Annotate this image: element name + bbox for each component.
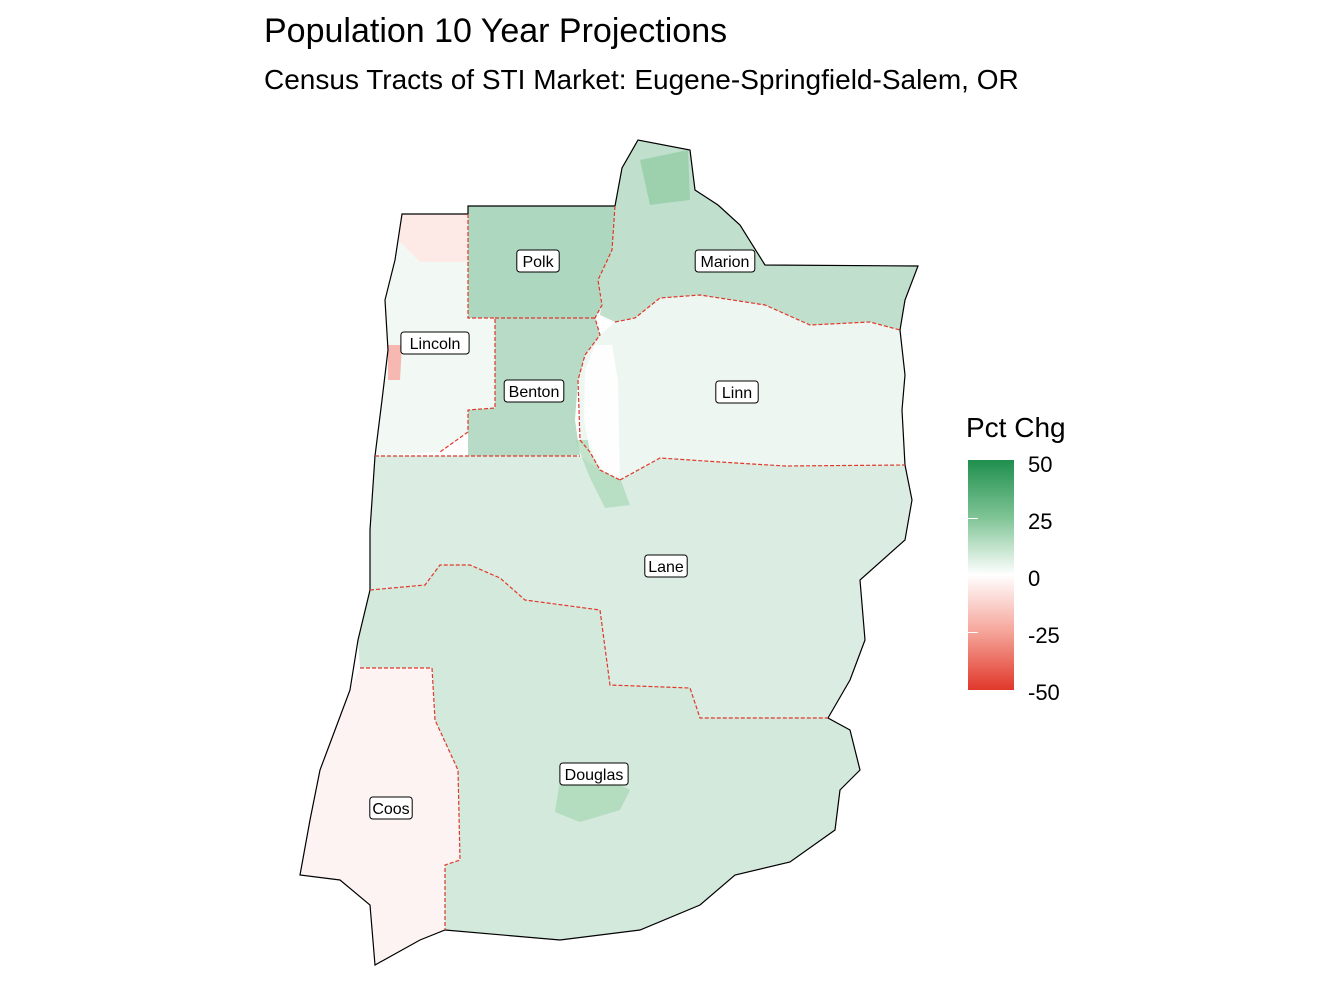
county-label-linn: Linn [715, 380, 759, 404]
county-label-lane: Lane [644, 554, 688, 578]
legend-tick-0: 0 [1028, 566, 1041, 591]
tract-linn-albany [584, 345, 620, 480]
legend-title: Pct Chg [966, 412, 1066, 443]
legend: Pct Chg 50 25 0 -25 -50 [966, 412, 1106, 712]
county-label-coos: Coos [369, 796, 413, 820]
county-lane [370, 456, 912, 718]
county-label-text: Douglas [565, 767, 624, 784]
county-label-benton: Benton [503, 379, 565, 403]
county-borders [360, 205, 906, 930]
county-label-text: Linn [722, 385, 752, 402]
tract-douglas-roseburg [555, 775, 630, 822]
chart-title: Population 10 Year Projections [264, 12, 728, 50]
chart-subtitle: Census Tracts of STI Market: Eugene-Spri… [264, 64, 1019, 95]
tract-benton-corvallis [575, 440, 630, 508]
legend-tick-neg25: -25 [1028, 623, 1060, 648]
county-label-text: Coos [372, 801, 409, 818]
county-douglas [358, 565, 860, 940]
county-label-douglas: Douglas [559, 762, 629, 786]
county-label-text: Polk [522, 254, 554, 271]
county-label-text: Lane [648, 559, 684, 576]
county-label-marion: Marion [694, 249, 756, 273]
legend-tick-25: 25 [1028, 509, 1053, 534]
legend-tick-neg50: -50 [1028, 680, 1060, 705]
legend-tick-50: 50 [1028, 452, 1053, 477]
tract-marion-north [640, 150, 690, 205]
tract-lincoln-north [398, 214, 468, 262]
county-label-polk: Polk [516, 249, 560, 273]
county-label-text: Marion [701, 254, 750, 271]
county-label-lincoln: Lincoln [400, 331, 470, 355]
market-outline [299, 139, 919, 966]
county-label-text: Lincoln [410, 336, 461, 353]
tract-lincoln-pink [388, 345, 402, 380]
county-label-text: Benton [509, 384, 560, 401]
